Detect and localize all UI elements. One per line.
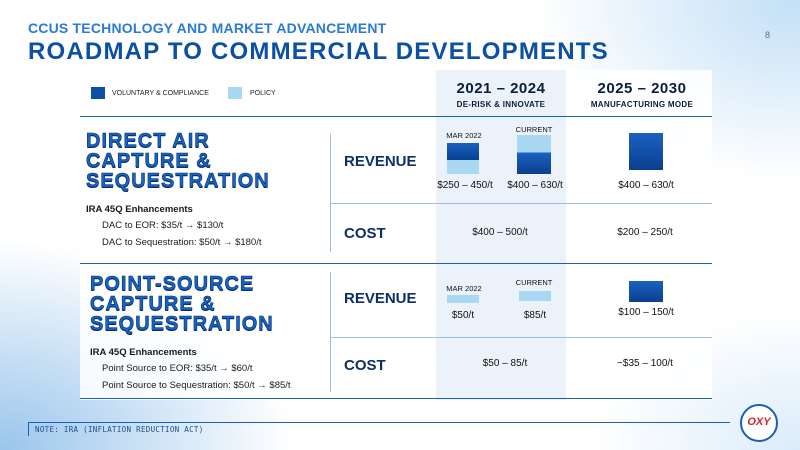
period-2-subtitle: MANUFACTURING MODE [590,100,694,109]
dac-title-line-3: SEQUESTRATION [86,170,270,192]
dac-revenue-value-current: $400 – 630/t [507,180,563,191]
period-2-years: 2025 – 2030 [597,80,687,97]
dac-ira-heading: IRA 45Q Enhancements [86,204,193,215]
psc-row-divider [330,337,712,338]
psc-cost-value-future: ~$35 – 100/t [617,358,673,369]
bottom-divider [80,398,712,399]
psc-revenue-value-mar2022: $50/t [451,310,475,321]
psc-cost-label: COST [344,357,386,374]
psc-tag-current: CURRENT [515,278,553,287]
roadmap-panel [80,70,712,400]
psc-ira-item: Point Source to EOR: $35/t → $60/t [102,363,253,374]
psc-title-line-3: SEQUESTRATION [90,313,274,335]
psc-column-divider [330,272,331,392]
slide-title: ROADMAP TO COMMERCIAL DEVELOPMENTS [28,38,609,65]
psc-title-line-2: CAPTURE & [90,293,216,315]
psc-revenue-value-current: $85/t [523,310,547,321]
page-number: 8 [764,30,770,40]
dac-revenue-bar-mar2022 [447,143,479,174]
period-1-subtitle: DE-RISK & INNOVATE [456,100,546,109]
psc-title-line-1: POINT-SOURCE [90,273,255,295]
dac-cost-value-future: $200 – 250/t [617,227,673,238]
psc-revenue-bar-future [629,281,663,302]
period-1-years: 2021 – 2024 [456,80,546,97]
psc-revenue-bar-mar2022 [447,295,479,303]
legend-swatch-policy [228,87,242,99]
psc-ira-heading: IRA 45Q Enhancements [90,347,197,358]
footer-rule [28,422,730,423]
period-1-column-shade [436,70,566,400]
dac-title-line-1: DIRECT AIR [86,130,210,152]
psc-tag-mar2022: MAR 2022 [446,284,482,293]
dac-tag-current: CURRENT [515,125,553,134]
slide-kicker: CCUS TECHNOLOGY AND MARKET ADVANCEMENT [28,20,387,36]
dac-cost-value-now: $400 – 500/t [472,227,528,238]
dac-tag-mar2022: MAR 2022 [446,131,482,140]
psc-revenue-value-future: $100 – 150/t [618,307,674,318]
dac-cost-label: COST [344,225,386,242]
dac-revenue-value-future: $400 – 630/t [618,180,674,191]
legend-label-voluntary: VOLUNTARY & COMPLIANCE [112,90,209,97]
dac-row-divider [330,203,712,204]
psc-cost-value-now: $50 – 85/t [482,358,528,369]
psc-revenue-bar-current [519,291,551,301]
dac-ira-item: DAC to Sequestration: $50/t → $180/t [102,237,262,248]
section-divider [80,263,712,264]
dac-revenue-bar-current [517,135,551,174]
dac-ira-item: DAC to EOR: $35/t → $130/t [102,220,224,231]
footer-note: NOTE: IRA (INFLATION REDUCTION ACT) [35,425,204,434]
legend-swatch-voluntary [91,87,105,99]
dac-revenue-value-mar2022: $250 – 450/t [437,180,493,191]
footer-rule-tick [28,422,29,436]
header-divider [80,116,712,117]
oxy-logo-text: OXY [747,416,771,428]
dac-column-divider [330,134,331,252]
psc-revenue-label: REVENUE [344,290,417,307]
psc-ira-item: Point Source to Sequestration: $50/t → $… [102,380,291,391]
oxy-logo-icon [740,404,778,442]
legend-label-policy: POLICY [250,90,276,97]
dac-title-line-2: CAPTURE & [86,150,212,172]
dac-revenue-label: REVENUE [344,153,417,170]
dac-revenue-bar-future [629,133,663,170]
